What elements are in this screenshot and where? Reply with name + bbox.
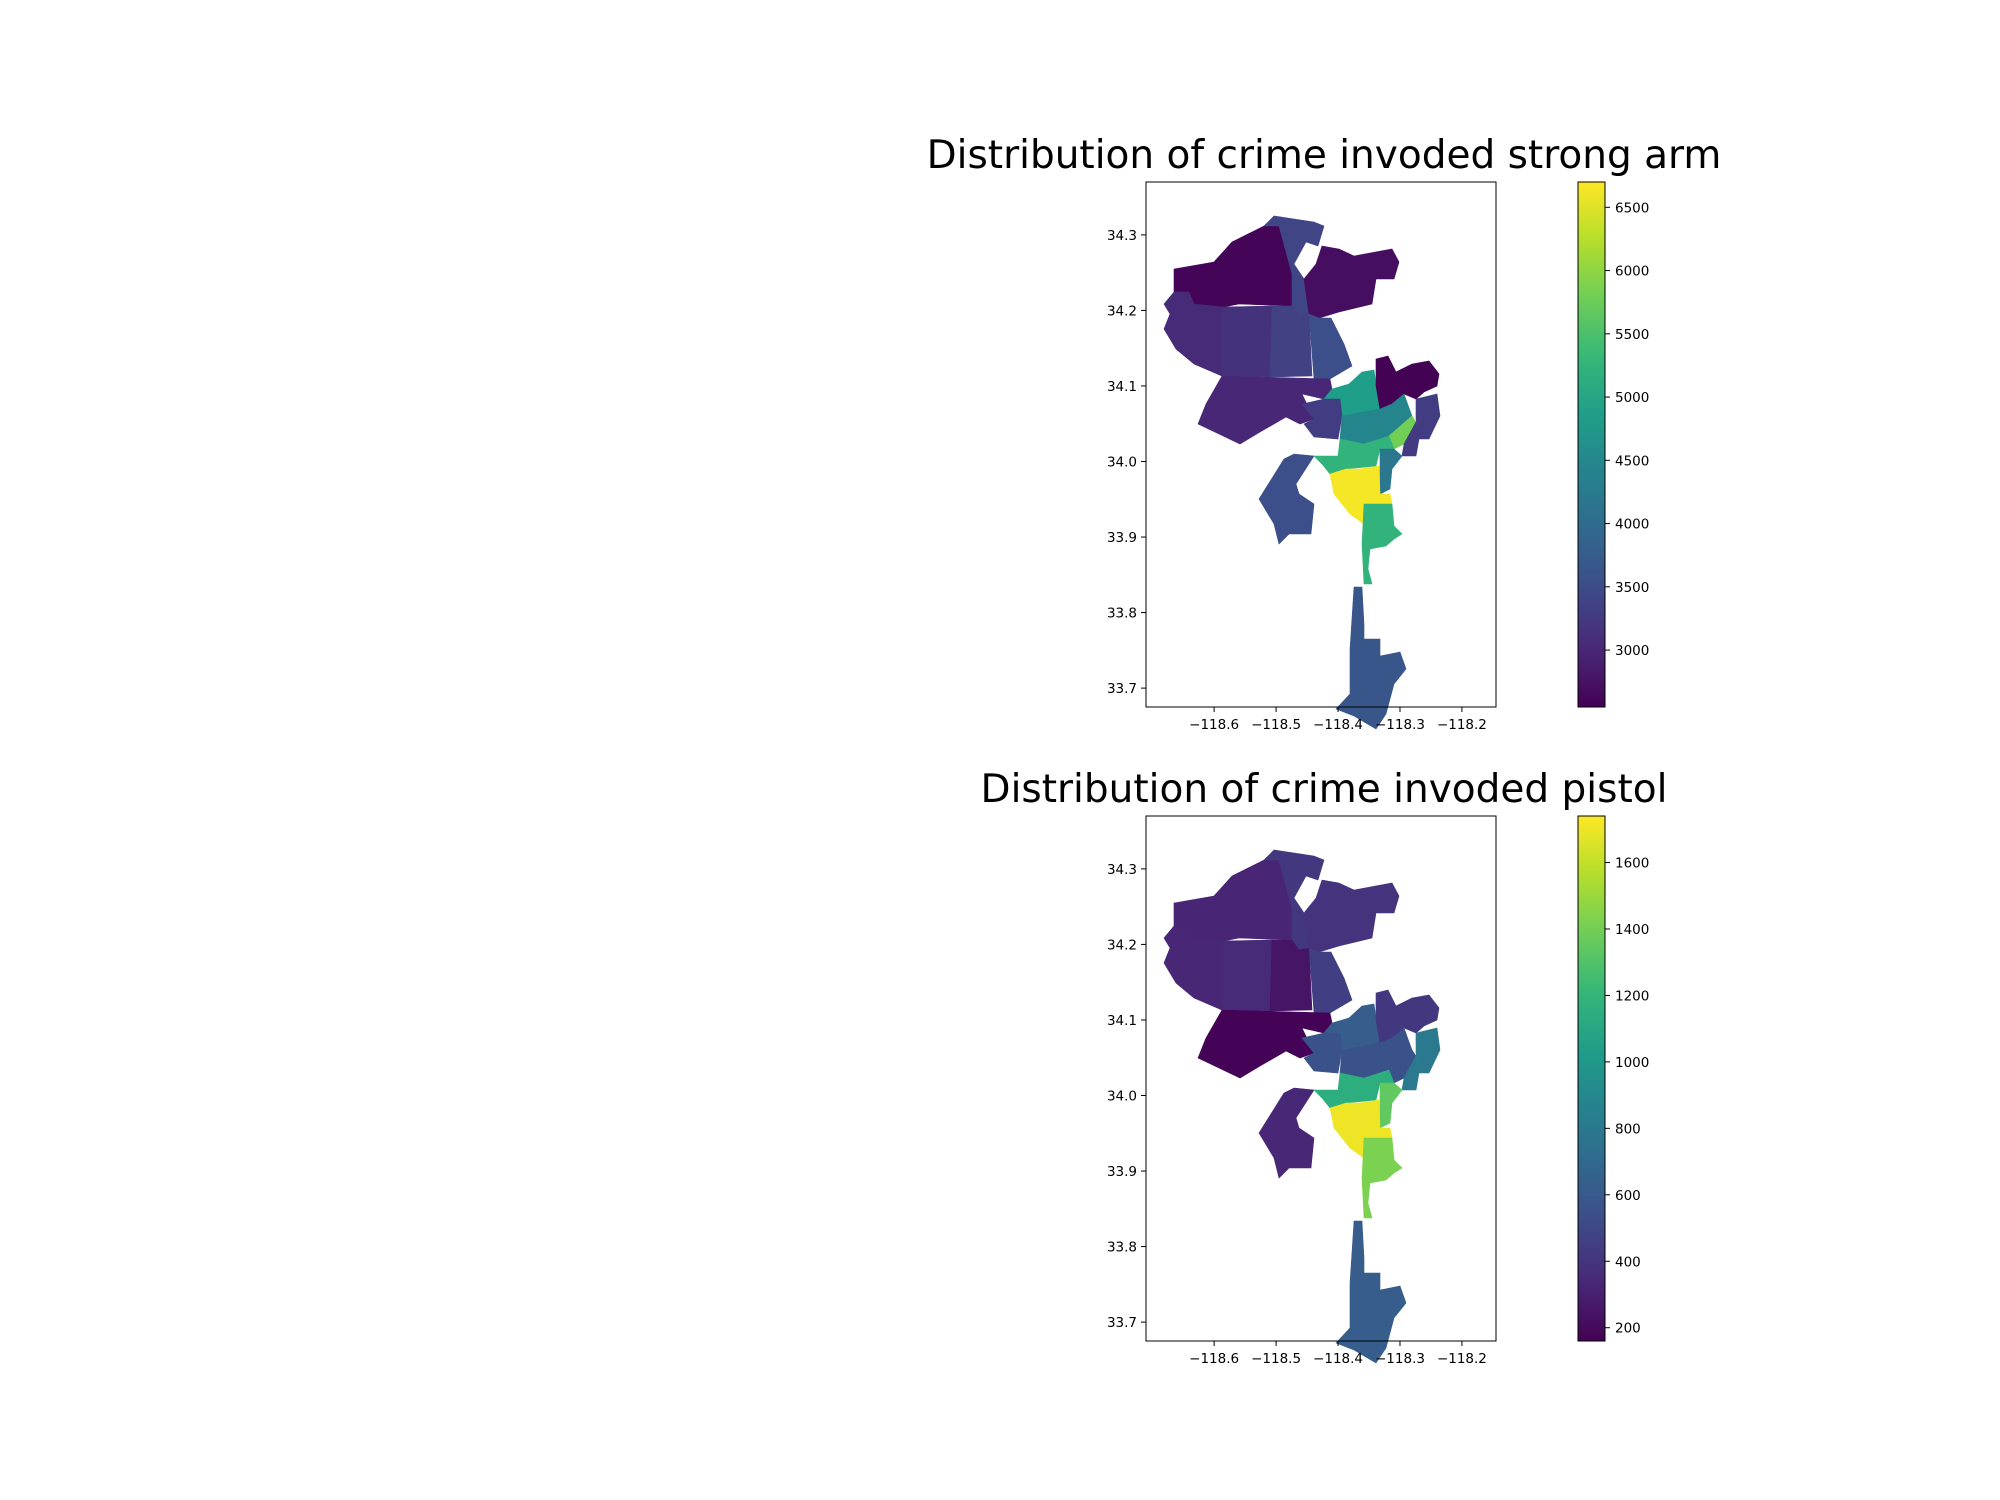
region-hollenbeck (1401, 1055, 1420, 1091)
colorbar-tick-label: 5000 (1615, 390, 1649, 406)
colorbar-tick-label: 4000 (1615, 517, 1649, 533)
colorbar-tick-label: 4500 (1615, 453, 1649, 469)
colorbar-tick-label: 1200 (1615, 988, 1649, 1004)
region-harbor (1335, 1220, 1407, 1364)
region-southeast (1361, 1137, 1403, 1219)
region-pacific (1258, 453, 1315, 545)
colorbar-tick-label: 1400 (1615, 922, 1649, 938)
region-van-nuys (1221, 939, 1273, 1012)
y-tick-label: 34.0 (1107, 1088, 1137, 1104)
colorbar (1577, 181, 1606, 708)
colorbar-tick-label: 800 (1615, 1121, 1641, 1137)
y-tick-label: 33.7 (1107, 1315, 1137, 1331)
region-pacific (1258, 1087, 1315, 1179)
region-foothill (1303, 245, 1400, 319)
region-hollenbeck (1401, 421, 1420, 457)
colorbar-tick-label: 3000 (1615, 643, 1649, 659)
x-tick-label: −118.6 (1189, 717, 1239, 733)
map-axes-frame (1145, 181, 1497, 708)
region-foothill (1303, 879, 1400, 953)
region-southwest-core (1329, 1099, 1393, 1159)
map-title-pistol: Distribution of crime invoded pistol (980, 767, 1668, 812)
region-hollywood-burbank (1308, 313, 1353, 380)
y-tick-label: 34.2 (1107, 937, 1137, 953)
x-tick-label: −118.2 (1437, 1351, 1487, 1367)
region-west-valley (1163, 925, 1223, 1011)
x-tick-label: −118.2 (1437, 717, 1487, 733)
y-tick-label: 33.8 (1107, 606, 1137, 622)
region-north-valley-west (1173, 859, 1293, 942)
region-north-valley-west (1173, 225, 1293, 308)
region-wilshire (1301, 398, 1343, 440)
region-van-nuys (1221, 305, 1273, 378)
x-tick-label: −118.3 (1375, 717, 1425, 733)
y-tick-label: 33.7 (1107, 681, 1137, 697)
region-southeast (1361, 503, 1403, 585)
region-harbor (1335, 586, 1407, 730)
map-axes-frame (1145, 815, 1497, 1342)
colorbar-tick-label: 400 (1615, 1254, 1641, 1270)
x-tick-label: −118.5 (1251, 717, 1301, 733)
y-tick-label: 34.2 (1107, 303, 1137, 319)
map-panel-1: −118.6 −118.5 −118.4 −118.3 −118.2 34.3 34.2 34… (1107, 815, 1649, 1367)
y-tick-label: 33.8 (1107, 1240, 1137, 1256)
x-tick-label: −118.3 (1375, 1351, 1425, 1367)
x-tick-label: −118.4 (1313, 717, 1363, 733)
colorbar-tick-label: 5500 (1615, 327, 1649, 343)
region-north-hollywood (1269, 939, 1313, 1012)
x-tick-label: −118.6 (1189, 1351, 1239, 1367)
colorbar-tick-label: 1600 (1615, 856, 1649, 872)
map-title-strong-arm: Distribution of crime invoded strong arm (926, 133, 1722, 178)
region-hollywood-burbank (1308, 947, 1353, 1014)
region-newton (1379, 1082, 1403, 1129)
region-east-edge (1415, 1027, 1441, 1074)
colorbar (1577, 815, 1606, 1342)
colorbar-tick-label: 1000 (1615, 1055, 1649, 1071)
region-wilshire (1301, 1032, 1343, 1074)
x-tick-label: −118.4 (1313, 1351, 1363, 1367)
y-tick-label: 34.1 (1107, 379, 1137, 395)
y-tick-label: 34.1 (1107, 1013, 1137, 1029)
region-north-hollywood (1269, 305, 1313, 378)
x-tick-label: −118.5 (1251, 1351, 1301, 1367)
colorbar-tick-label: 200 (1615, 1321, 1641, 1337)
y-tick-label: 34.0 (1107, 454, 1137, 470)
colorbar-tick-label: 6500 (1615, 200, 1649, 216)
colorbar-tick-label: 3500 (1615, 580, 1649, 596)
region-southwest-core (1329, 465, 1393, 525)
y-tick-label: 33.9 (1107, 530, 1137, 546)
region-east-edge (1415, 393, 1441, 440)
map-panel-0: −118.6 −118.5 −118.4 −118.3 −118.2 34.3 34.2 34… (1107, 181, 1649, 733)
region-north-valley-mid (1263, 849, 1325, 951)
y-tick-label: 33.9 (1107, 1164, 1137, 1180)
y-tick-label: 34.3 (1107, 228, 1137, 244)
colorbar-tick-label: 6000 (1615, 264, 1649, 280)
region-newton (1379, 448, 1403, 495)
region-west-valley (1163, 291, 1223, 377)
colorbar-tick-label: 600 (1615, 1188, 1641, 1204)
y-tick-label: 34.3 (1107, 862, 1137, 878)
region-north-valley-mid (1263, 215, 1325, 317)
